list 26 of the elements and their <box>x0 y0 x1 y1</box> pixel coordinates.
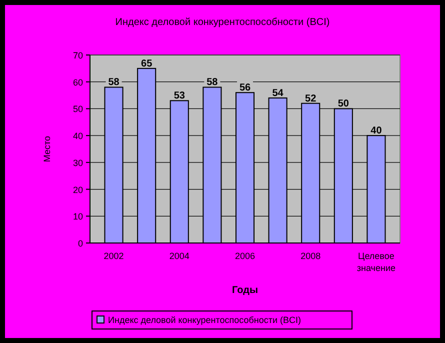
y-tick-label: 70 <box>72 50 83 60</box>
data-label: 40 <box>370 126 382 137</box>
y-tick-label: 40 <box>72 131 83 142</box>
x-axis-title: Годы <box>232 285 258 296</box>
x-tick-label: 2002 <box>104 251 124 261</box>
y-tick-label: 20 <box>72 184 83 195</box>
y-tick-label: 10 <box>72 212 83 222</box>
data-label: 58 <box>206 77 218 88</box>
x-tick-label: 2004 <box>169 251 190 261</box>
data-label: 52 <box>305 93 317 104</box>
x-tick-label: 2006 <box>234 251 256 261</box>
data-label: 53 <box>174 90 186 102</box>
y-tick-label: 30 <box>72 158 83 168</box>
y-tick-label: 60 <box>72 77 83 88</box>
data-label: 65 <box>141 58 153 70</box>
data-label: 56 <box>239 82 251 94</box>
y-tick-label: 0 <box>78 238 83 248</box>
data-label: 50 <box>338 98 350 110</box>
y-axis-title: Место <box>42 136 52 162</box>
y-tick-label: 50 <box>72 104 83 114</box>
chart-title: Индекс деловой конкурентоспособности (BCI) <box>115 17 330 28</box>
legend-label: Индекс деловой конкурентоспособности (BCI) <box>108 315 301 325</box>
x-tick-label: Целевое значение <box>356 251 396 273</box>
x-tick-label: 2008 <box>300 251 321 261</box>
data-label: 54 <box>272 88 284 99</box>
data-label: 58 <box>108 77 120 88</box>
